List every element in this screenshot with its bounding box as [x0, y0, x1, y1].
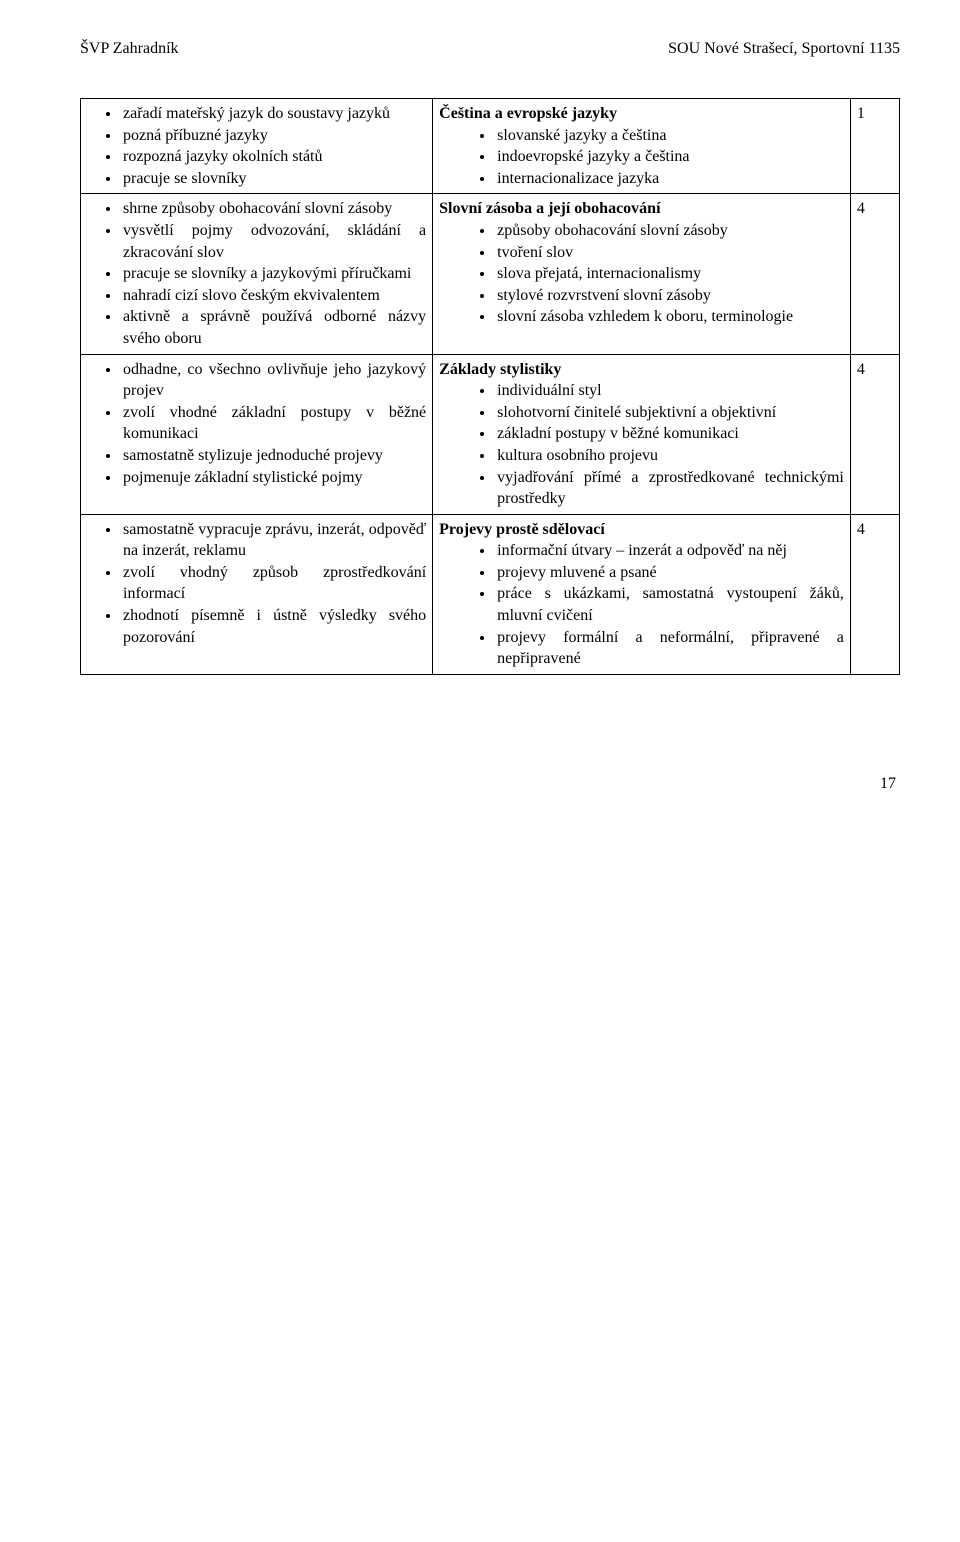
- list-item: zvolí vhodný způsob zprostředkování info…: [121, 562, 426, 605]
- list-item: nahradí cizí slovo českým ekvivalentem: [121, 285, 426, 307]
- list-item: slovanské jazyky a čeština: [495, 125, 844, 147]
- hours-cell: 4: [850, 514, 899, 674]
- hours-cell: 4: [850, 194, 899, 354]
- list-item: způsoby obohacování slovní zásoby: [495, 220, 844, 242]
- list-item: internacionalizace jazyka: [495, 168, 844, 190]
- content-cell: Projevy prostě sdělovací informační útva…: [433, 514, 851, 674]
- content-cell: Slovní zásoba a její obohacování způsoby…: [433, 194, 851, 354]
- table-row: zařadí mateřský jazyk do soustavy jazyků…: [81, 99, 900, 194]
- list-item: informační útvary – inzerát a odpověď na…: [495, 540, 844, 562]
- hours-cell: 4: [850, 354, 899, 514]
- topic-title: Slovní zásoba a její obohacování: [439, 198, 844, 220]
- topic-title: Základy stylistiky: [439, 359, 844, 381]
- content-list: způsoby obohacování slovní zásoby tvořen…: [439, 220, 844, 328]
- table-row: odhadne, co všechno ovlivňuje jeho jazyk…: [81, 354, 900, 514]
- content-list: slovanské jazyky a čeština indoevropské …: [439, 125, 844, 190]
- content-cell: Čeština a evropské jazyky slovanské jazy…: [433, 99, 851, 194]
- outcomes-list: samostatně vypracuje zprávu, inzerát, od…: [87, 519, 426, 649]
- topic-title: Čeština a evropské jazyky: [439, 103, 844, 125]
- hours-cell: 1: [850, 99, 899, 194]
- list-item: projevy formální a neformální, připraven…: [495, 627, 844, 670]
- list-item: pojmenuje základní stylistické pojmy: [121, 467, 426, 489]
- outcomes-list: shrne způsoby obohacování slovní zásoby …: [87, 198, 426, 349]
- outcomes-list: odhadne, co všechno ovlivňuje jeho jazyk…: [87, 359, 426, 489]
- outcomes-cell: shrne způsoby obohacování slovní zásoby …: [81, 194, 433, 354]
- list-item: vysvětlí pojmy odvozování, skládání a zk…: [121, 220, 426, 263]
- list-item: zhodnotí písemně i ústně výsledky svého …: [121, 605, 426, 648]
- list-item: vyjadřování přímé a zprostředkované tech…: [495, 467, 844, 510]
- header-right: SOU Nové Strašecí, Sportovní 1135: [668, 40, 900, 58]
- outcomes-cell: odhadne, co všechno ovlivňuje jeho jazyk…: [81, 354, 433, 514]
- list-item: samostatně stylizuje jednoduché projevy: [121, 445, 426, 467]
- list-item: samostatně vypracuje zprávu, inzerát, od…: [121, 519, 426, 562]
- page-header: ŠVP Zahradník SOU Nové Strašecí, Sportov…: [80, 40, 900, 58]
- table-row: samostatně vypracuje zprávu, inzerát, od…: [81, 514, 900, 674]
- list-item: aktivně a správně používá odborné názvy …: [121, 306, 426, 349]
- list-item: zvolí vhodné základní postupy v běžné ko…: [121, 402, 426, 445]
- content-list: informační útvary – inzerát a odpověď na…: [439, 540, 844, 670]
- table-row: shrne způsoby obohacování slovní zásoby …: [81, 194, 900, 354]
- list-item: stylové rozvrstvení slovní zásoby: [495, 285, 844, 307]
- list-item: slovní zásoba vzhledem k oboru, terminol…: [495, 306, 844, 328]
- list-item: projevy mluvené a psané: [495, 562, 844, 584]
- list-item: základní postupy v běžné komunikaci: [495, 423, 844, 445]
- list-item: zařadí mateřský jazyk do soustavy jazyků: [121, 103, 426, 125]
- list-item: individuální styl: [495, 380, 844, 402]
- list-item: pracuje se slovníky: [121, 168, 426, 190]
- outcomes-list: zařadí mateřský jazyk do soustavy jazyků…: [87, 103, 426, 189]
- content-list: individuální styl slohotvorní činitelé s…: [439, 380, 844, 510]
- curriculum-table: zařadí mateřský jazyk do soustavy jazyků…: [80, 98, 900, 675]
- list-item: slova přejatá, internacionalismy: [495, 263, 844, 285]
- list-item: práce s ukázkami, samostatná vystoupení …: [495, 583, 844, 626]
- outcomes-cell: zařadí mateřský jazyk do soustavy jazyků…: [81, 99, 433, 194]
- list-item: indoevropské jazyky a čeština: [495, 146, 844, 168]
- list-item: tvoření slov: [495, 242, 844, 264]
- topic-title: Projevy prostě sdělovací: [439, 519, 844, 541]
- header-left: ŠVP Zahradník: [80, 40, 179, 58]
- list-item: shrne způsoby obohacování slovní zásoby: [121, 198, 426, 220]
- page-number: 17: [80, 775, 900, 793]
- list-item: odhadne, co všechno ovlivňuje jeho jazyk…: [121, 359, 426, 402]
- list-item: pracuje se slovníky a jazykovými příručk…: [121, 263, 426, 285]
- page: ŠVP Zahradník SOU Nové Strašecí, Sportov…: [0, 0, 960, 823]
- list-item: slohotvorní činitelé subjektivní a objek…: [495, 402, 844, 424]
- list-item: rozpozná jazyky okolních států: [121, 146, 426, 168]
- list-item: kultura osobního projevu: [495, 445, 844, 467]
- list-item: pozná příbuzné jazyky: [121, 125, 426, 147]
- content-cell: Základy stylistiky individuální styl slo…: [433, 354, 851, 514]
- outcomes-cell: samostatně vypracuje zprávu, inzerát, od…: [81, 514, 433, 674]
